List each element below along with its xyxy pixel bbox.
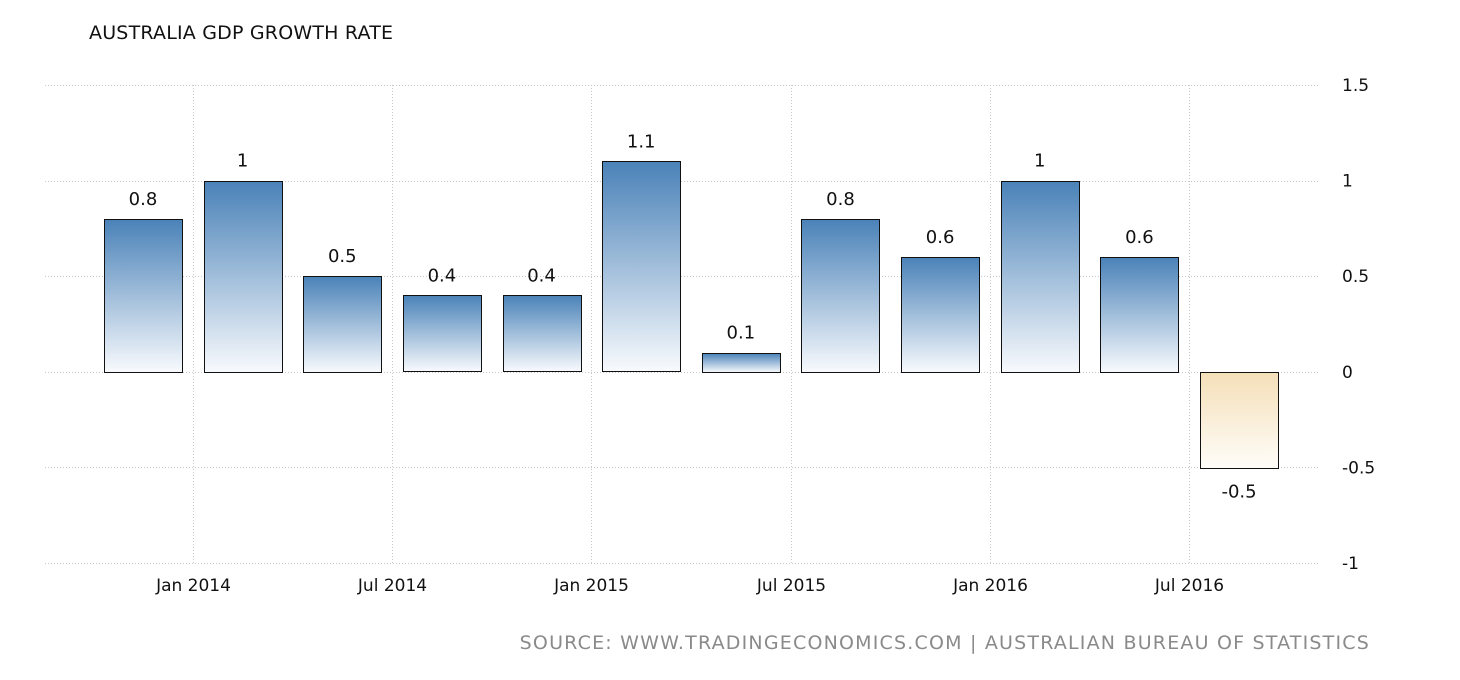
bar-value-label: 0.6 — [1125, 227, 1154, 248]
y-tick-label: 0.5 — [1342, 267, 1369, 287]
bar-value-label: -0.5 — [1221, 481, 1256, 502]
bar-value-label: 0.5 — [328, 246, 357, 267]
bar-q3-2016[interactable] — [1200, 372, 1279, 469]
bar-value-label: 1 — [1034, 151, 1045, 172]
axis-layer: 1.5 1 0.5 0 -0.5 -1 Jan 2014 Jul 2014 Jan 2015 Ju… — [155, 76, 1375, 596]
bar-value-label: 0.4 — [527, 265, 556, 286]
label-layer: 0.8 1 0.5 0.4 0.4 1.1 0.1 0.8 0.6 1 0.6 -0.5 — [129, 131, 1257, 502]
bar-q1-2016[interactable] — [1001, 181, 1080, 373]
bar-q4-2015[interactable] — [901, 257, 980, 373]
bar-q4-2013[interactable] — [104, 219, 183, 373]
y-tick-label: -1 — [1342, 554, 1359, 574]
y-tick-label: -0.5 — [1342, 458, 1375, 478]
bar-value-label: 0.1 — [727, 323, 756, 344]
bar-q3-2014[interactable] — [403, 295, 482, 372]
bar-q2-2015[interactable] — [702, 353, 781, 373]
bar-value-label: 1.1 — [627, 131, 656, 152]
bar-q1-2014[interactable] — [204, 181, 283, 373]
bar-q2-2016[interactable] — [1100, 257, 1179, 373]
bar-value-label: 0.4 — [428, 265, 457, 286]
bar-q4-2014[interactable] — [503, 295, 582, 372]
x-tick-label: Jan 2016 — [952, 576, 1028, 596]
x-tick-label: Jul 2015 — [756, 576, 826, 596]
bar-value-label: 1 — [237, 151, 248, 172]
bar-q1-2015[interactable] — [602, 161, 681, 372]
x-tick-label: Jul 2016 — [1154, 576, 1224, 596]
y-tick-label: 1 — [1342, 172, 1353, 192]
bar-layer — [104, 161, 1279, 469]
y-tick-label: 0 — [1342, 363, 1353, 383]
bar-value-label: 0.8 — [129, 189, 158, 210]
bar-q2-2014[interactable] — [303, 276, 382, 373]
x-tick-label: Jul 2014 — [357, 576, 427, 596]
x-tick-label: Jan 2014 — [155, 576, 231, 596]
x-tick-label: Jan 2015 — [553, 576, 629, 596]
y-tick-label: 1.5 — [1342, 76, 1369, 96]
bar-value-label: 0.6 — [926, 227, 955, 248]
chart-title: AUSTRALIA GDP GROWTH RATE — [89, 22, 394, 44]
bar-value-label: 0.8 — [826, 189, 855, 210]
bar-q3-2015[interactable] — [801, 219, 880, 373]
source-credit: SOURCE: WWW.TRADINGECONOMICS.COM | AUSTR… — [519, 632, 1370, 654]
